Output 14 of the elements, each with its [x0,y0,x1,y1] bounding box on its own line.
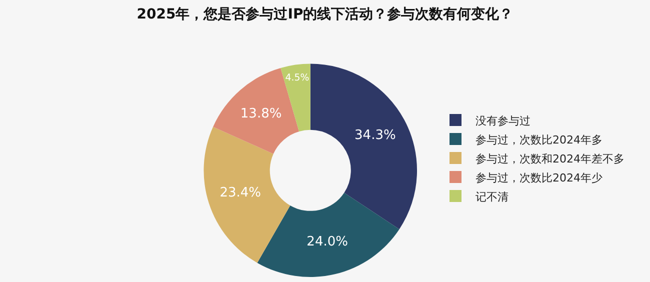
donut-slice [310,64,417,230]
data-label: 24.0% [306,234,348,250]
legend-label: 参与过，次数和2024年差不多 [476,152,624,166]
data-label: 4.5% [285,72,310,84]
data-label: 13.8% [240,106,282,122]
legend-label: 记不清 [476,190,508,204]
data-label: 23.4% [220,186,262,201]
legend-label: 参与过，次数比2024年少 [476,171,602,184]
donut-slice [280,64,310,132]
legend-label: 没有参与过 [476,114,530,128]
legend-label: 参与过，次数比2024年多 [476,133,602,146]
chart-title: 2025年，您是否参与过IP的线下活动？参与次数有何变化？ [136,5,514,22]
donut-slice [204,126,290,263]
data-label: 34.3% [354,128,396,144]
